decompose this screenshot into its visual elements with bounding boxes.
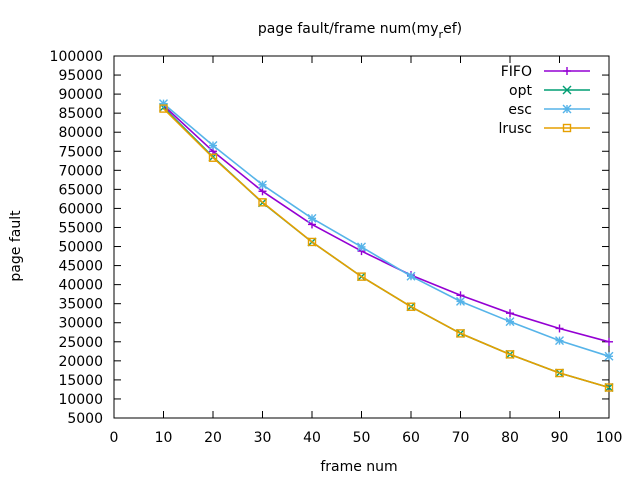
series-line-fifo <box>162 104 610 343</box>
x-tick-label: 30 <box>254 430 272 446</box>
y-tick-label: 80000 <box>58 125 103 141</box>
data-point <box>307 237 317 247</box>
y-tick-label: 25000 <box>58 335 103 351</box>
chart-title-subscript: r <box>439 28 444 41</box>
legend-label: FIFO <box>501 64 532 80</box>
series-esc <box>159 99 614 361</box>
y-tick-label: 35000 <box>58 297 103 313</box>
data-point <box>357 272 366 281</box>
data-point <box>555 324 564 333</box>
chart-title: page fault/frame num(myref) <box>258 21 462 41</box>
y-tick-label: 5000 <box>67 411 103 427</box>
data-point <box>505 317 515 327</box>
data-point <box>208 141 218 151</box>
data-point <box>604 383 614 392</box>
series-group <box>159 99 614 393</box>
y-tick-label: 45000 <box>58 259 103 275</box>
legend-marker <box>563 67 571 75</box>
data-point <box>406 302 416 311</box>
data-point <box>456 296 465 306</box>
data-point <box>604 351 614 361</box>
y-tick-label: 20000 <box>58 354 103 370</box>
y-tick-label: 100000 <box>50 49 103 65</box>
chart-title-main: page fault/frame num(my <box>258 21 439 37</box>
legend-marker <box>562 85 572 95</box>
y-tick-label: 70000 <box>58 163 103 179</box>
x-tick-label: 90 <box>551 430 569 446</box>
legend-label: opt <box>509 83 532 99</box>
data-point <box>505 350 515 359</box>
y-tick-label: 10000 <box>58 392 103 408</box>
data-point <box>307 213 317 223</box>
x-tick-label: 10 <box>155 430 173 446</box>
data-point <box>506 309 514 318</box>
legend-label: esc <box>508 102 532 118</box>
data-point <box>555 336 564 346</box>
x-tick-label: 40 <box>303 430 321 446</box>
x-tick-label: 70 <box>452 430 470 446</box>
x-tick-label: 0 <box>110 430 119 446</box>
series-fifo <box>159 101 613 346</box>
y-tick-label: 15000 <box>58 373 103 389</box>
series-lrusc <box>159 104 614 392</box>
legend-item-opt: opt <box>509 83 590 99</box>
legend-marker <box>562 104 572 114</box>
data-point <box>258 180 267 190</box>
data-point <box>605 337 613 346</box>
data-point <box>456 329 465 338</box>
x-axis-title: frame num <box>320 459 397 475</box>
data-point <box>406 271 416 281</box>
y-tick-label: 50000 <box>58 240 103 256</box>
x-tick-label: 60 <box>402 430 420 446</box>
legend-label: lrusc <box>498 121 532 137</box>
legend-item-lrusc: lrusc <box>498 121 590 137</box>
series-line-opt <box>162 106 610 389</box>
data-point <box>208 153 218 162</box>
legend-item-esc: esc <box>508 102 590 118</box>
y-tick-label: 85000 <box>58 106 103 122</box>
y-axis-title: page fault <box>8 210 24 282</box>
x-tick-label: 50 <box>353 430 371 446</box>
chart-title-tail: ef) <box>443 21 462 37</box>
axes: 0 10 20 30 40 50 60 70 80 90 100 5000 10000 15000 2000… <box>50 49 623 446</box>
legend-marker <box>562 123 572 133</box>
y-tick-label: 95000 <box>58 68 103 84</box>
y-tick-label: 30000 <box>58 316 103 332</box>
y-tick-label: 90000 <box>58 87 103 103</box>
data-point <box>555 368 564 378</box>
data-point <box>357 242 366 252</box>
data-point <box>159 99 168 109</box>
x-tick-label: 100 <box>596 430 623 446</box>
legend: FIFO opt esc lrusc <box>498 64 590 137</box>
y-tick-label: 75000 <box>58 144 103 160</box>
y-tick-label: 65000 <box>58 182 103 198</box>
y-tick-label: 55000 <box>58 220 103 236</box>
legend-item-fifo: FIFO <box>501 64 590 80</box>
data-point <box>159 104 168 113</box>
x-tick-label: 80 <box>501 430 519 446</box>
x-tick-label: 20 <box>204 430 222 446</box>
series-line-lrusc <box>162 108 610 389</box>
y-tick-label: 60000 <box>58 201 103 217</box>
data-point <box>604 383 614 393</box>
data-point <box>258 198 267 207</box>
series-line-esc <box>162 102 610 358</box>
y-tick-label: 40000 <box>58 278 103 294</box>
series-opt <box>159 102 614 393</box>
